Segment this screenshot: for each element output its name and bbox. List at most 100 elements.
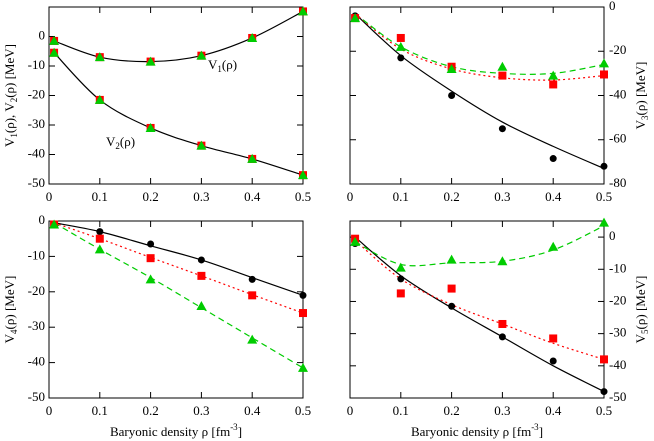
y-axis-label-part: (ρ) [MeV]	[633, 62, 648, 116]
point	[548, 241, 559, 251]
point	[600, 70, 608, 79]
y-tick-label: -40	[28, 354, 45, 369]
point	[145, 122, 156, 132]
point	[49, 219, 60, 229]
x-tick-label: 0.5	[596, 403, 612, 418]
point	[350, 13, 361, 23]
point	[247, 153, 258, 163]
x-tick-label: 0.4	[545, 403, 562, 418]
annotation-part: (ρ)	[120, 134, 135, 149]
y-axis-label-part: V	[2, 137, 17, 147]
point	[95, 234, 104, 243]
point	[549, 155, 557, 163]
point	[146, 254, 155, 263]
x-tick-label: 0.2	[443, 403, 459, 418]
point	[49, 35, 60, 45]
y-tick-label: -80	[609, 175, 626, 190]
y-tick-label: -10	[28, 247, 45, 262]
fit-curve	[53, 222, 304, 296]
point	[247, 334, 258, 344]
x-axis-label: Baryonic density ρ [fm-3]	[411, 422, 543, 439]
x-axis-label-part: ]	[539, 424, 543, 439]
annotation: V2(ρ)	[106, 134, 135, 151]
y-tick-label: -10	[609, 260, 626, 275]
y-tick-label: -40	[609, 357, 626, 372]
point	[147, 240, 155, 248]
point	[397, 275, 405, 283]
y-axis-label-part: V	[2, 333, 17, 343]
x-axis-label: Baryonic density ρ [fm-3]	[110, 422, 242, 439]
annotation-part: (ρ)	[222, 57, 237, 72]
fit-curve	[53, 222, 304, 314]
y-axis-label-part: (ρ) [MeV]	[2, 276, 17, 330]
y-tick-label: -20	[609, 42, 626, 57]
x-tick-label: 0	[347, 189, 354, 204]
y-axis-label-part: V	[633, 119, 648, 129]
x-tick-label: 0.2	[142, 403, 158, 418]
point	[350, 236, 361, 246]
x-tick-label: 0	[46, 403, 53, 418]
fit-curve	[354, 225, 605, 267]
point	[396, 33, 405, 42]
y-axis-label-part: (ρ), V	[2, 102, 17, 133]
point	[549, 80, 558, 89]
plot-frame	[349, 6, 605, 185]
y-tick-label: -50	[28, 175, 45, 190]
y-tick-label: -30	[609, 325, 626, 340]
y-tick-label: -30	[28, 318, 45, 333]
point	[600, 388, 608, 396]
point	[395, 41, 406, 51]
point	[600, 355, 608, 364]
x-tick-label: 0	[46, 189, 53, 204]
fit-curve	[53, 10, 304, 63]
point	[498, 319, 507, 328]
annotation-part: V	[208, 57, 218, 72]
point	[448, 92, 456, 99]
x-tick-label: 0.4	[244, 403, 261, 418]
x-tick-label: 0.3	[494, 189, 510, 204]
y-axis-label-part: 2	[9, 98, 19, 103]
plot-frame	[48, 220, 304, 399]
point	[248, 275, 256, 283]
point	[497, 61, 508, 71]
x-tick-label: 0.5	[295, 189, 311, 204]
point	[94, 94, 105, 104]
x-tick-label: 0.5	[596, 189, 612, 204]
point	[94, 244, 105, 254]
point	[395, 262, 406, 272]
x-tick-label: 0.4	[545, 189, 562, 204]
y-tick-label: -60	[609, 131, 626, 146]
x-tick-label: 0.1	[92, 403, 108, 418]
point	[299, 291, 307, 299]
x-tick-label: 0.5	[295, 403, 311, 418]
fit-curve	[354, 13, 605, 75]
fit-curve	[53, 222, 304, 369]
y-tick-label: 0	[609, 0, 616, 13]
y-axis-label-part: 4	[9, 329, 19, 334]
y-tick-label: 0	[39, 27, 46, 42]
y-tick-label: -40	[609, 86, 626, 101]
point	[497, 256, 508, 266]
fit-curve	[354, 13, 605, 170]
fit-curve	[53, 52, 304, 176]
y-tick-label: -40	[28, 145, 45, 160]
point	[49, 47, 60, 57]
x-axis-label-part: Baryonic density ρ [fm	[110, 424, 230, 439]
y-axis-label: V1(ρ), V2(ρ) [MeV]	[2, 44, 19, 147]
point	[196, 140, 207, 150]
annotation-part: 1	[217, 64, 222, 74]
point	[498, 125, 506, 133]
x-axis-label-part: -3	[230, 422, 238, 432]
y-axis-label: V5(ρ) [MeV]	[633, 276, 650, 344]
y-axis-label: V3(ρ) [MeV]	[633, 62, 650, 130]
point	[448, 302, 456, 310]
annotation-part: V	[106, 134, 116, 149]
y-axis-label-part: 1	[9, 133, 19, 138]
point	[247, 32, 258, 42]
point	[498, 71, 507, 80]
y-tick-label: -30	[28, 116, 45, 131]
x-tick-label: 0.3	[193, 403, 209, 418]
y-axis-label-part: V	[633, 333, 648, 343]
point	[600, 162, 608, 170]
